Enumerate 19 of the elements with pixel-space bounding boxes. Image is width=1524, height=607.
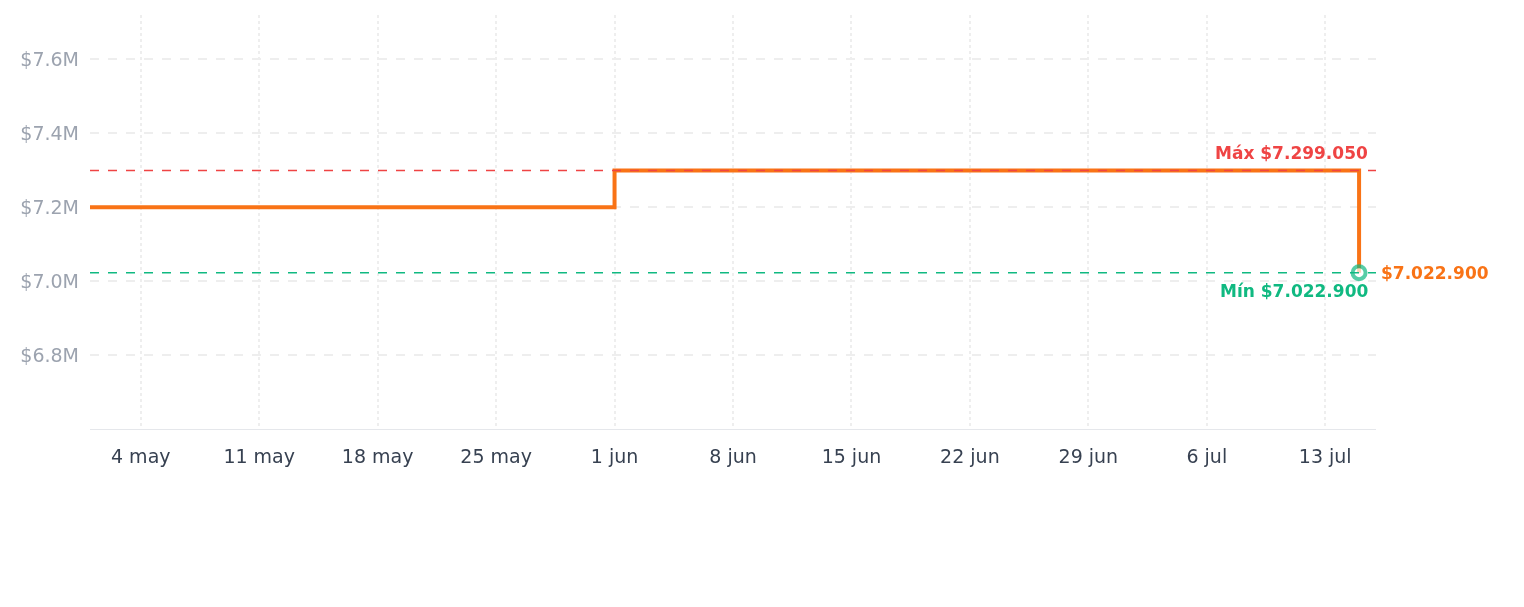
y-tick-label: $7.4M [20,121,79,144]
x-tick-label: 18 may [341,444,414,467]
y-tick-label: $6.8M [20,343,79,366]
x-tick-label: 25 may [460,444,532,467]
y-tick-label: $7.0M [20,269,79,292]
y-tick-label: $7.2M [20,195,79,218]
x-tick-label: 15 jun [821,444,882,467]
x-tick-label: 22 jun [940,444,1000,467]
x-tick-label: 8 jun [709,444,757,467]
x-tick-label: 4 may [110,444,171,467]
x-tick-label: 1 jun [590,444,639,467]
x-tick-label: 29 jun [1058,444,1119,467]
ref-line-label: Máx $7.299.050 [1215,143,1368,163]
ref-line-label: Mín $7.022.900 [1220,281,1369,301]
y-tick-label: $7.6M [20,48,79,71]
x-tick-label: 6 jul [1186,444,1228,467]
x-tick-label: 13 jul [1298,444,1352,467]
annotation: $7.022.900 [1381,263,1489,283]
x-tick-label: 11 may [223,444,296,467]
